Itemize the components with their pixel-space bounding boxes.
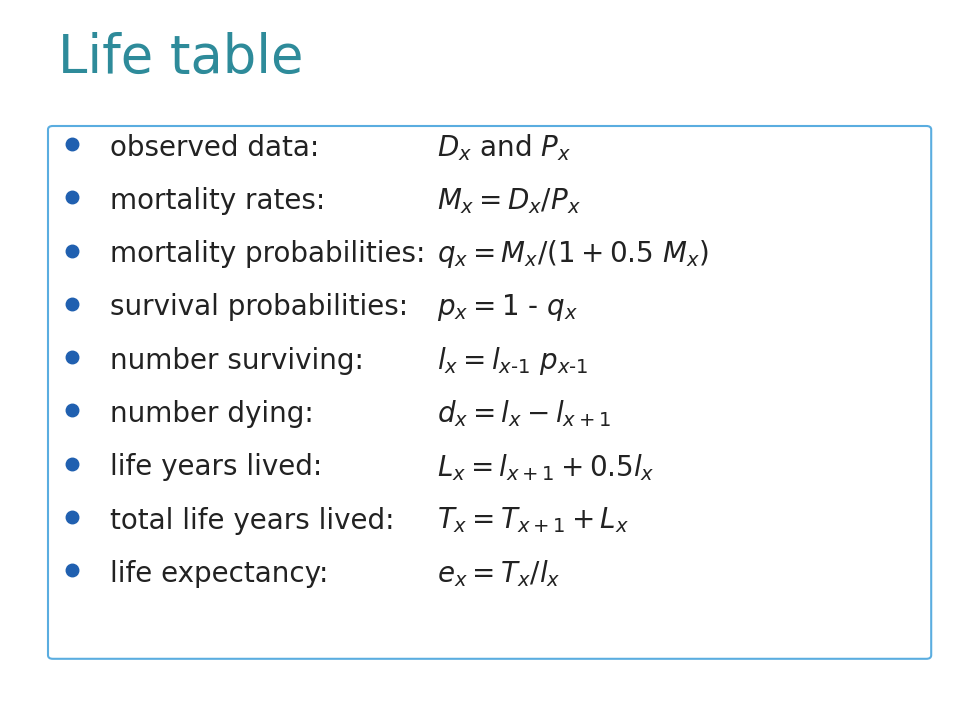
Text: life expectancy:: life expectancy: — [110, 560, 328, 588]
Text: total life years lived:: total life years lived: — [110, 507, 395, 534]
Text: mortality probabilities:: mortality probabilities: — [110, 240, 426, 268]
Text: $e_x = T_x/l_x$: $e_x = T_x/l_x$ — [437, 559, 561, 589]
Text: number dying:: number dying: — [110, 400, 314, 428]
Text: $p_x = 1\ \text{-}\ q_x$: $p_x = 1\ \text{-}\ q_x$ — [437, 292, 578, 323]
Text: $L_x = l_{x+1} + 0.5l_x$: $L_x = l_{x+1} + 0.5l_x$ — [437, 452, 655, 482]
Text: $D_x$ and $P_x$: $D_x$ and $P_x$ — [437, 132, 571, 163]
Text: observed data:: observed data: — [110, 134, 320, 161]
Text: survival probabilities:: survival probabilities: — [110, 294, 409, 321]
FancyBboxPatch shape — [48, 126, 931, 659]
Text: Life table: Life table — [58, 32, 303, 84]
Text: $T_x = T_{x+1} + L_x$: $T_x = T_{x+1} + L_x$ — [437, 505, 629, 536]
Text: $l_x = l_{x\text{-}1}\ p_{x\text{-}1}$: $l_x = l_{x\text{-}1}\ p_{x\text{-}1}$ — [437, 345, 588, 377]
Text: life years lived:: life years lived: — [110, 454, 323, 481]
Text: number surviving:: number surviving: — [110, 347, 364, 374]
Text: mortality rates:: mortality rates: — [110, 187, 325, 215]
Text: $d_x = l_x - l_{x+1}$: $d_x = l_x - l_{x+1}$ — [437, 399, 611, 429]
Text: $M_x = D_x/P_x$: $M_x = D_x/P_x$ — [437, 186, 581, 216]
Text: $q_x = M_x/(1 + 0.5\ M_x)$: $q_x = M_x/(1 + 0.5\ M_x)$ — [437, 238, 708, 270]
